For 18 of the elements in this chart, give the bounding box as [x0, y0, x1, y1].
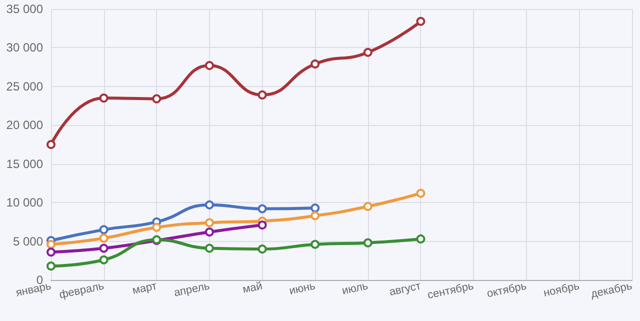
x-tick-label: апрель: [172, 280, 211, 300]
y-tick-label: 5 000: [12, 234, 44, 248]
x-tick-label: июль: [340, 280, 370, 298]
x-tick-label: март: [131, 280, 158, 297]
x-tick-label: декабрь: [590, 280, 634, 301]
y-tick-label: 35 000: [6, 2, 44, 16]
x-tick-label: ноябрь: [542, 280, 581, 300]
y-tick-label: 25 000: [6, 79, 44, 94]
y-tick-label: 10 000: [6, 196, 44, 210]
y-tick-label: 30 000: [6, 40, 44, 55]
x-tick-label: сентябрь: [426, 280, 476, 302]
x-tick-label: октябрь: [486, 280, 528, 300]
x-tick-label: август: [388, 280, 422, 298]
x-tick-label: февраль: [58, 280, 106, 302]
y-tick-label: 15 000: [6, 156, 44, 171]
y-tick-label: 20 000: [6, 118, 44, 132]
x-tick-label: июнь: [288, 280, 317, 298]
x-tick-label: май: [242, 280, 264, 296]
